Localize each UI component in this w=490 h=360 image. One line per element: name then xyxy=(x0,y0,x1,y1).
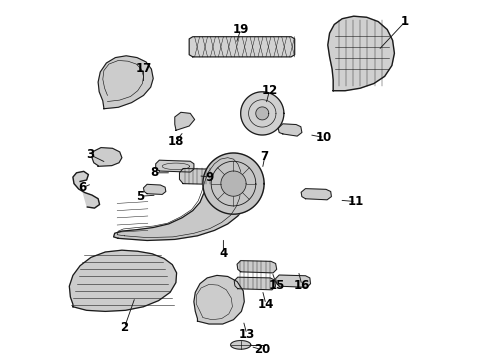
Polygon shape xyxy=(92,148,122,166)
Polygon shape xyxy=(144,184,166,194)
Text: 11: 11 xyxy=(348,195,364,208)
Text: 20: 20 xyxy=(254,343,270,356)
Text: 8: 8 xyxy=(150,166,158,179)
Text: 15: 15 xyxy=(269,279,285,292)
Text: 2: 2 xyxy=(121,321,128,334)
Text: 6: 6 xyxy=(78,181,86,194)
Polygon shape xyxy=(156,160,194,172)
Polygon shape xyxy=(189,37,294,57)
Polygon shape xyxy=(231,341,251,349)
Text: 4: 4 xyxy=(220,247,227,260)
Polygon shape xyxy=(69,250,176,311)
Text: 18: 18 xyxy=(168,135,184,148)
Polygon shape xyxy=(194,275,245,324)
Text: 16: 16 xyxy=(294,279,310,292)
Polygon shape xyxy=(98,56,153,109)
Text: 19: 19 xyxy=(232,23,249,36)
Text: 12: 12 xyxy=(261,84,278,97)
Polygon shape xyxy=(179,168,216,184)
Text: 5: 5 xyxy=(137,190,145,203)
Text: 3: 3 xyxy=(86,148,94,161)
Text: 13: 13 xyxy=(239,328,255,341)
Text: 1: 1 xyxy=(401,15,409,28)
Polygon shape xyxy=(241,92,284,135)
Text: 17: 17 xyxy=(135,62,151,75)
Polygon shape xyxy=(203,153,264,214)
Polygon shape xyxy=(234,277,275,290)
Text: 7: 7 xyxy=(261,150,269,163)
Text: 9: 9 xyxy=(205,171,213,184)
Polygon shape xyxy=(256,107,269,120)
Polygon shape xyxy=(237,261,277,273)
Polygon shape xyxy=(275,275,311,287)
Polygon shape xyxy=(221,171,246,196)
Polygon shape xyxy=(328,16,394,91)
Text: 14: 14 xyxy=(258,298,274,311)
Polygon shape xyxy=(175,112,195,130)
Polygon shape xyxy=(114,155,251,240)
Polygon shape xyxy=(73,171,99,208)
Polygon shape xyxy=(301,189,331,200)
Text: 10: 10 xyxy=(316,131,332,144)
Polygon shape xyxy=(278,124,302,136)
